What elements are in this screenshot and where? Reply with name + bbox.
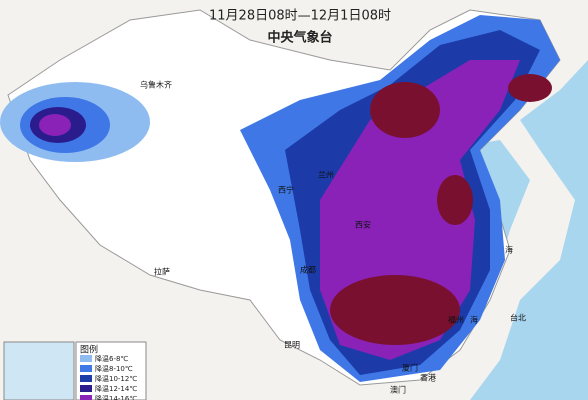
city-label: 厦门: [402, 363, 418, 373]
sea-inner: [420, 140, 530, 370]
legend-swatch: [80, 395, 92, 400]
legend-swatch: [80, 375, 92, 382]
legend-label: 降温8-10℃: [95, 364, 133, 373]
city-label: 兰州: [318, 170, 334, 180]
sea-label: 海: [505, 245, 513, 255]
cooling-area: [370, 82, 440, 138]
cooling-area: [330, 275, 460, 345]
legend-swatch: [80, 365, 92, 372]
legend-title: 图例: [80, 344, 98, 356]
city-label: 澳门: [390, 385, 406, 395]
city-label: 乌鲁木齐: [140, 80, 172, 90]
inset-map: [3, 341, 75, 400]
city-label: 台北: [510, 313, 526, 323]
sea: [440, 0, 588, 400]
sea-label: 海: [470, 315, 478, 325]
period: 11月28日08时—12月1日08时: [209, 9, 391, 24]
city-label: 西安: [355, 220, 371, 230]
city-label: 拉萨: [154, 267, 170, 277]
legend-label: 降温14-16℃: [95, 394, 137, 400]
legend-label: 降温12-14℃: [95, 384, 137, 393]
legend-label: 降温10-12℃: [95, 374, 137, 383]
cooling-area: [437, 175, 473, 225]
cooling-area: [39, 114, 71, 136]
issuer: 中央气象台: [267, 30, 332, 46]
legend-label: 降温6-8℃: [95, 354, 128, 363]
city-label: 福州: [448, 316, 464, 325]
city-label: 香港: [420, 373, 436, 383]
cooling-area: [508, 74, 552, 102]
city-label: 成都: [300, 265, 316, 275]
city-label: 昆明: [284, 341, 300, 350]
legend-swatch: [80, 385, 92, 392]
city-label: 西宁: [278, 185, 294, 195]
legend-swatch: [80, 355, 92, 362]
